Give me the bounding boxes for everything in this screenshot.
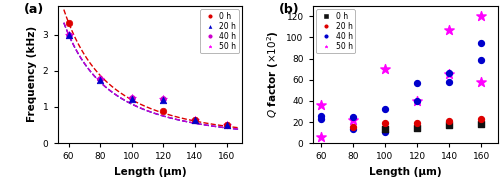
Point	[191, 119, 199, 122]
Point	[316, 114, 324, 117]
Point	[128, 97, 136, 100]
Point	[191, 118, 199, 121]
Point	[478, 80, 486, 83]
Point	[96, 77, 104, 80]
Point	[222, 124, 230, 127]
Text: (b): (b)	[280, 3, 300, 16]
Point	[413, 99, 421, 102]
Point	[128, 97, 136, 100]
Point	[381, 128, 389, 131]
Point	[64, 21, 72, 24]
Point	[316, 117, 324, 120]
Point	[160, 98, 168, 101]
Point	[222, 124, 230, 127]
Point	[191, 118, 199, 121]
Point	[381, 108, 389, 111]
Point	[446, 72, 454, 75]
Point	[349, 126, 357, 129]
Point	[446, 28, 454, 31]
Point	[222, 124, 230, 127]
Point	[160, 97, 168, 100]
Point	[413, 122, 421, 125]
Text: (a): (a)	[24, 3, 44, 16]
Point	[478, 58, 486, 61]
Point	[316, 135, 324, 138]
Point	[64, 33, 72, 36]
Point	[446, 119, 454, 122]
X-axis label: Length (μm): Length (μm)	[369, 167, 442, 177]
Point	[349, 118, 357, 121]
Legend: 0 h, 20 h, 40 h, 50 h: 0 h, 20 h, 40 h, 50 h	[316, 9, 355, 53]
Point	[96, 78, 104, 81]
Point	[478, 117, 486, 120]
Point	[160, 97, 168, 100]
Point	[349, 115, 357, 118]
Point	[381, 130, 389, 133]
Point	[128, 97, 136, 100]
Point	[316, 104, 324, 107]
Point	[446, 73, 454, 76]
Point	[413, 127, 421, 130]
Legend: 0 h, 20 h, 40 h, 50 h: 0 h, 20 h, 40 h, 50 h	[200, 9, 238, 53]
Point	[191, 119, 199, 122]
Point	[478, 41, 486, 44]
Point	[160, 109, 168, 112]
Point	[446, 80, 454, 83]
Point	[413, 99, 421, 102]
Point	[381, 122, 389, 125]
Point	[222, 124, 230, 127]
Point	[381, 68, 389, 71]
Y-axis label: Frequency (kHz): Frequency (kHz)	[27, 26, 37, 122]
Point	[64, 33, 72, 36]
Point	[478, 123, 486, 126]
Y-axis label: $Q$ factor ($\times10^2$): $Q$ factor ($\times10^2$)	[265, 31, 281, 118]
Point	[478, 15, 486, 18]
Point	[413, 81, 421, 84]
Point	[349, 128, 357, 131]
Point	[64, 33, 72, 36]
X-axis label: Length (μm): Length (μm)	[114, 167, 186, 177]
Point	[96, 77, 104, 80]
Point	[446, 124, 454, 127]
